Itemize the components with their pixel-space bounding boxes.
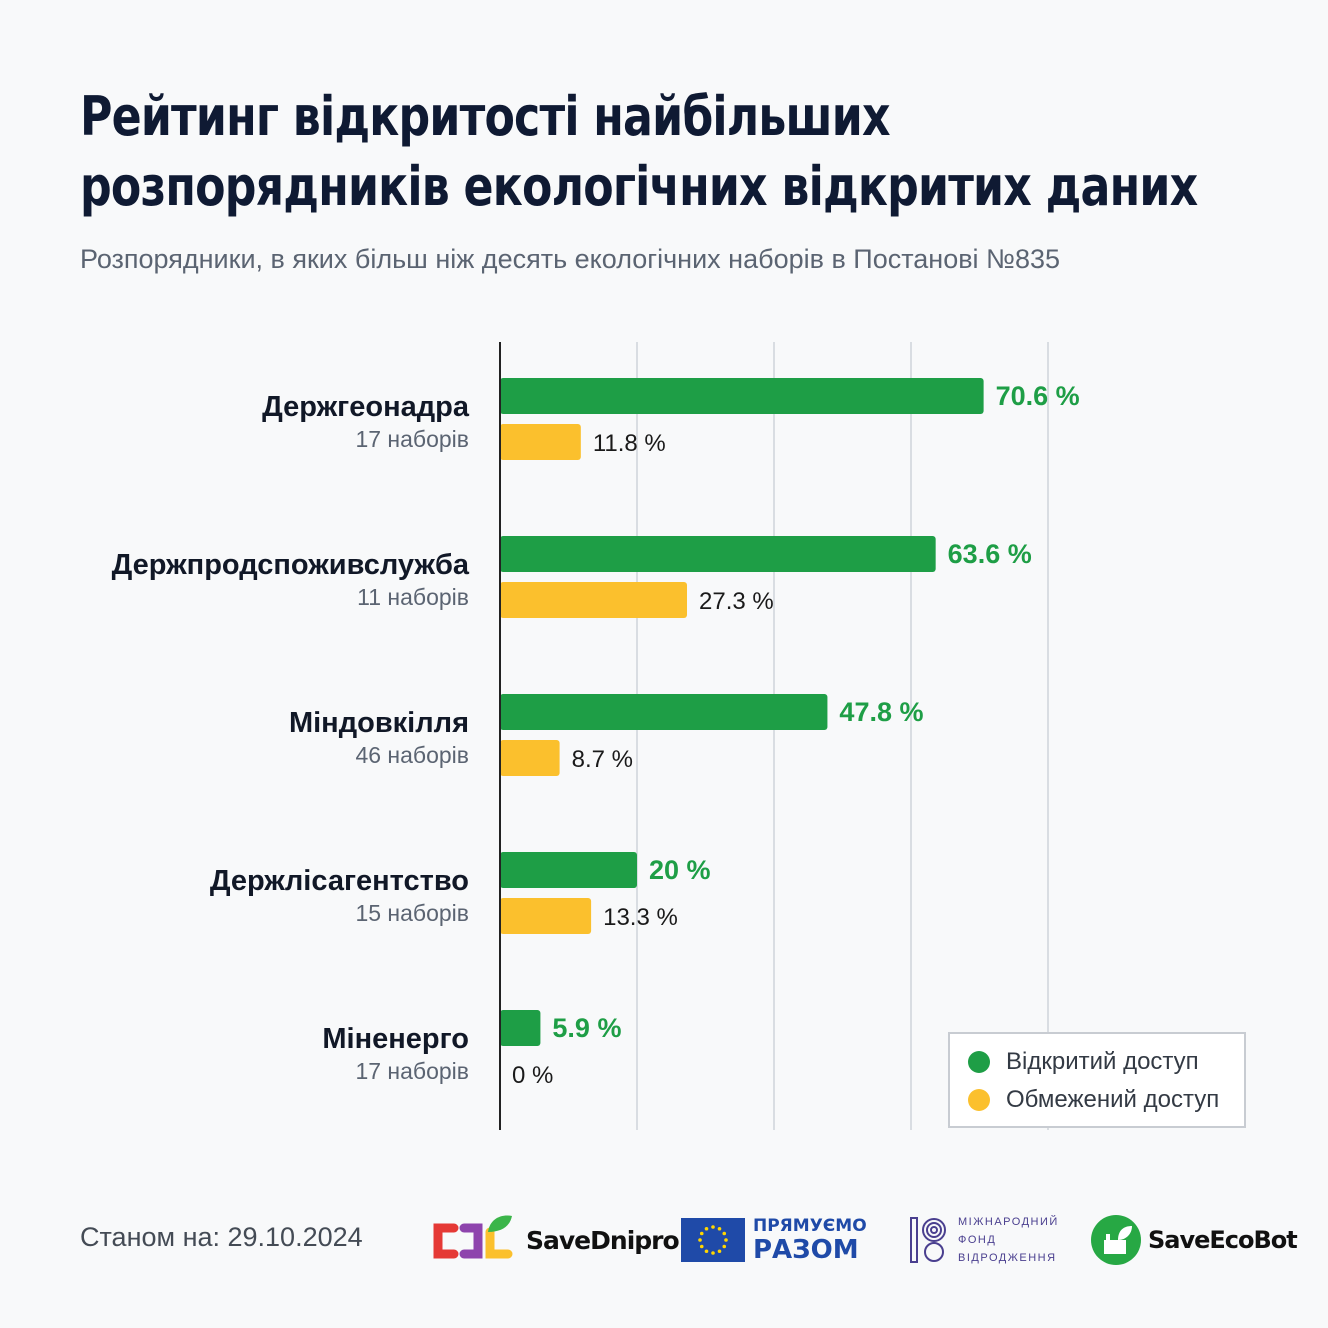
eu-slogan-line-2: РАЗОМ (753, 1234, 859, 1265)
footer-date: Станом на: 29.10.2024 (80, 1222, 363, 1252)
data-label-restricted: 8.7 % (572, 746, 633, 773)
saveecobot-prefix: Save (1148, 1226, 1210, 1254)
saveecobot-logo: SaveEcoBot (1090, 1208, 1298, 1272)
eu-star (711, 1225, 715, 1229)
chart-subtitle: Розпорядники, в яких більш ніж десять ек… (80, 244, 1061, 274)
savednipro-prefix: Save (526, 1225, 591, 1255)
eu-star (711, 1251, 715, 1255)
legend-label-restricted: Обмежений доступ (1006, 1086, 1220, 1113)
irf-logo: МІЖНАРОДНИЙ ФОНД ВІДРОДЖЕННЯ (908, 1208, 1059, 1272)
chart-title-line-2: розпорядників екологічних відкритих дани… (80, 155, 1198, 218)
category-sublabel: 17 наборів (355, 426, 469, 452)
savednipro-suffix: Dnipro (590, 1225, 680, 1255)
eu-star (704, 1249, 709, 1254)
saveecobot-suffix: EcoBot (1209, 1226, 1297, 1254)
eu-star (717, 1249, 722, 1254)
data-label-restricted: 27.3 % (699, 588, 774, 615)
bar-open (500, 378, 984, 414)
eu-star (722, 1244, 727, 1249)
irf-line-1: МІЖНАРОДНИЙ (958, 1216, 1059, 1228)
legend-item-open: Відкритий доступ (968, 1048, 1199, 1076)
bar-open (500, 1010, 541, 1046)
chart-legend: Відкритий доступ Обмежений доступ (948, 1032, 1246, 1128)
bar-restricted (500, 898, 592, 934)
bar-open (500, 852, 637, 888)
data-label-open: 5.9 % (552, 1013, 621, 1043)
savednipro-logo: SaveDnipro (428, 1208, 680, 1272)
data-label-restricted: 11.8 % (593, 430, 666, 457)
category-sublabel: 17 наборів (355, 1058, 469, 1084)
data-label-open: 63.6 % (948, 539, 1032, 569)
category-label: Держлісагентство (210, 865, 469, 897)
bar-restricted (500, 582, 688, 618)
legend-label-open: Відкритий доступ (1006, 1048, 1199, 1075)
eu-logo: ПРЯМУЄМО РАЗОМ (681, 1208, 867, 1272)
bar-chart: Держгеонадра 17 наборів 70.6 % 11.8 % Держпр… (112, 342, 1080, 1130)
bar-open (500, 536, 936, 572)
category-label: Держпродспоживслужба (112, 549, 470, 581)
chart-title: Рейтинг відкритості найбільших розпорядн… (80, 82, 1198, 222)
eu-star (724, 1238, 728, 1242)
category-sublabel: 46 наборів (355, 742, 469, 768)
bar-open (500, 694, 828, 730)
irf-mark-icon (910, 1217, 946, 1263)
legend-dot-open (968, 1051, 990, 1073)
category-label: Держгеонадра (262, 391, 470, 423)
category-sublabel: 11 наборів (357, 584, 469, 610)
category-sublabel: 15 наборів (355, 900, 469, 926)
bar-restricted (500, 424, 581, 460)
eu-star (699, 1231, 704, 1236)
eu-star (722, 1231, 727, 1236)
data-label-open: 47.8 % (839, 697, 923, 727)
legend-dot-restricted (968, 1089, 990, 1111)
eu-flag-icon (681, 1218, 745, 1262)
eu-star (717, 1226, 722, 1231)
bar-restricted (500, 740, 560, 776)
eu-slogan-line-1: ПРЯМУЄМО (753, 1215, 867, 1236)
eu-star (699, 1244, 704, 1249)
savednipro-mark-icon (433, 1215, 513, 1259)
eu-star (704, 1226, 709, 1231)
data-label-restricted: 0 % (512, 1062, 553, 1089)
irf-line-2: ФОНД (958, 1234, 997, 1246)
data-label-restricted: 13.3 % (603, 904, 678, 931)
eu-star (698, 1238, 702, 1242)
irf-line-3: ВІДРОДЖЕННЯ (958, 1252, 1057, 1264)
saveecobot-mark-icon (1091, 1215, 1141, 1265)
data-label-open: 20 % (649, 855, 711, 885)
category-label: Міндовкілля (289, 707, 469, 739)
category-label: Міненерго (322, 1023, 469, 1055)
data-label-open: 70.6 % (996, 381, 1080, 411)
chart-title-line-1: Рейтинг відкритості найбільших (80, 85, 891, 148)
legend-item-restricted: Обмежений доступ (968, 1086, 1219, 1114)
